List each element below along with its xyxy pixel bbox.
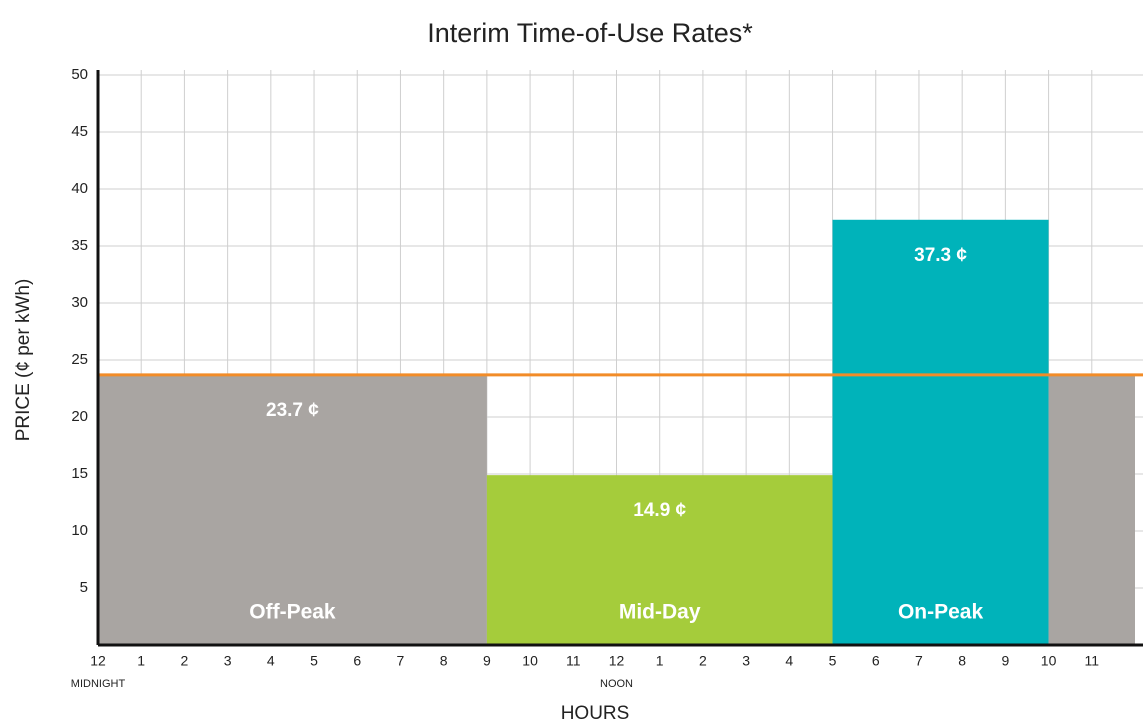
x-tick-label: 11 <box>1085 653 1100 669</box>
x-tick-label: 9 <box>483 653 491 669</box>
bar <box>1048 374 1135 645</box>
x-tick-label: 4 <box>267 653 275 669</box>
x-tick-label: 6 <box>353 653 361 669</box>
x-tick-label: 1 <box>137 653 145 669</box>
x-tick-label: 9 <box>1001 653 1009 669</box>
bar <box>832 219 1049 645</box>
bar <box>98 374 487 645</box>
x-tick-label: 7 <box>915 653 923 669</box>
y-tick-label: 45 <box>71 123 88 140</box>
x-tick-label: 10 <box>522 653 538 669</box>
period-label: Off-Peak <box>249 601 336 624</box>
x-tick-label: 1 <box>656 653 664 669</box>
x-tick-label: 3 <box>224 653 232 669</box>
value-label: 37.3 ¢ <box>914 245 967 266</box>
x-tick-label: 4 <box>785 653 793 669</box>
period-label: On-Peak <box>898 601 984 624</box>
x-tick-label: 2 <box>699 653 707 669</box>
y-tick-label: 5 <box>80 579 88 596</box>
y-axis-label: PRICE (¢ per kWh) <box>13 279 34 442</box>
value-label: 23.7 ¢ <box>266 400 319 421</box>
y-tick-label: 50 <box>71 66 88 83</box>
y-tick-label: 20 <box>71 408 88 425</box>
y-tick-label: 25 <box>71 351 88 368</box>
x-tick-label: 8 <box>958 653 966 669</box>
y-tick-label: 35 <box>71 237 88 254</box>
annotation: NOON <box>600 678 633 690</box>
x-tick-label: 10 <box>1041 653 1057 669</box>
x-tick-label: 12 <box>90 653 106 669</box>
chart-title: Interim Time-of-Use Rates* <box>427 18 753 48</box>
x-tick-label: 8 <box>440 653 448 669</box>
value-label: 14.9 ¢ <box>633 500 686 521</box>
x-tick-label: 2 <box>181 653 189 669</box>
x-tick-label: 5 <box>829 653 837 669</box>
y-tick-label: 40 <box>71 180 88 197</box>
x-tick-label: 12 <box>609 653 625 669</box>
annotation: MIDNIGHT <box>71 678 126 690</box>
bar <box>486 475 833 645</box>
x-tick-label: 5 <box>310 653 318 669</box>
x-axis-label: HOURS <box>561 703 630 724</box>
period-label: Mid-Day <box>619 601 701 624</box>
x-tick-label: 11 <box>566 653 581 669</box>
x-tick-label: 6 <box>872 653 880 669</box>
y-tick-label: 10 <box>71 522 88 539</box>
x-tick-label: 3 <box>742 653 750 669</box>
y-tick-label: 15 <box>71 465 88 482</box>
y-tick-label: 30 <box>71 294 88 311</box>
x-tick-label: 7 <box>397 653 405 669</box>
